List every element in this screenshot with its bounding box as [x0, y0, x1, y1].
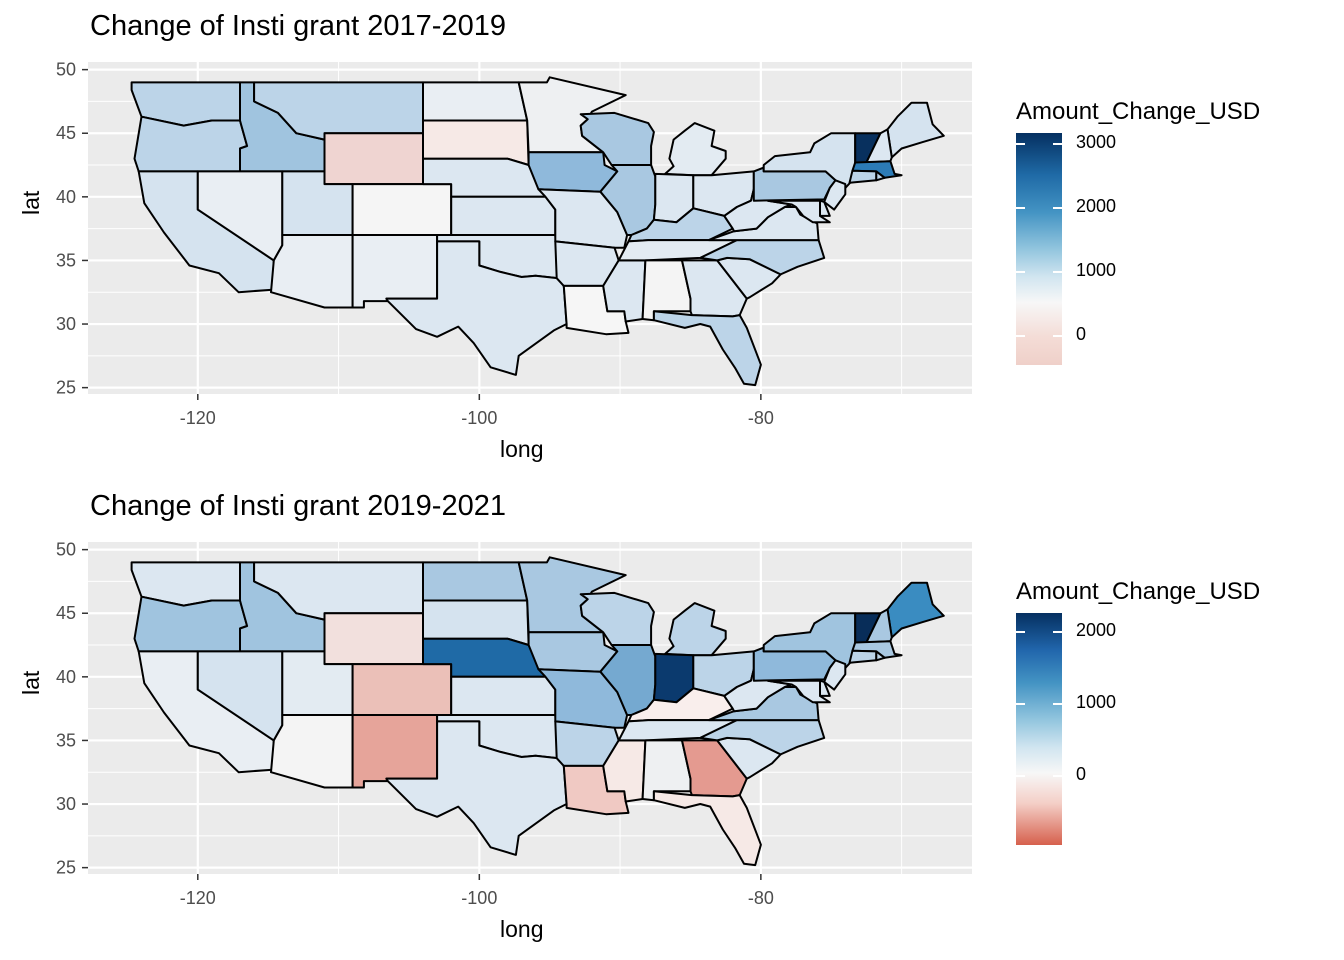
legend-tick-mark — [1053, 207, 1062, 209]
legend-tick-mark — [1053, 631, 1062, 633]
state-me — [886, 581, 945, 639]
state-az — [270, 714, 354, 789]
state-wy — [323, 132, 424, 186]
legend-title: Amount_Change_USD — [1016, 578, 1261, 605]
state-co — [351, 663, 453, 716]
state-fl — [652, 310, 762, 387]
state-tx — [385, 720, 568, 856]
state-wv — [723, 188, 793, 233]
panel-title: Change of Insti grant 2017-2019 — [90, 10, 506, 42]
legend-tick-label: 0 — [1076, 764, 1087, 784]
state-de — [819, 199, 831, 217]
state-ct — [848, 649, 878, 664]
state-ia — [527, 631, 619, 673]
legend-tick-label: 2000 — [1076, 196, 1117, 216]
x-axis-title: long — [500, 436, 544, 462]
state-fl — [652, 790, 762, 867]
y-tick-label: 30 — [56, 794, 76, 814]
y-tick-label: 50 — [56, 540, 76, 560]
state-wy — [323, 612, 424, 666]
state-ks — [450, 195, 557, 236]
state-or — [133, 115, 249, 173]
legend-tick-mark — [1053, 703, 1062, 705]
state-mi — [664, 122, 727, 177]
state-ia — [527, 151, 619, 193]
y-tick-label: 25 — [56, 378, 76, 398]
x-tick-label: -120 — [180, 888, 216, 908]
panel-title: Change of Insti grant 2019-2021 — [90, 490, 506, 522]
legend-tick-mark — [1053, 775, 1062, 777]
map-panel-1: Change of Insti grant 2017-2019 -120 -100… — [18, 10, 1261, 462]
y-tick-label: 25 — [56, 858, 76, 878]
y-tick-label: 35 — [56, 730, 76, 750]
state-ri — [875, 170, 886, 182]
state-or — [133, 595, 249, 653]
legend-colorbar — [1016, 613, 1062, 845]
state-nm — [351, 234, 439, 309]
state-ri — [875, 650, 886, 662]
state-ct — [848, 169, 878, 184]
y-tick-label: 45 — [56, 123, 76, 143]
y-tick-label: 50 — [56, 60, 76, 80]
legend-tick-mark — [1053, 271, 1062, 273]
x-tick-label: -120 — [180, 408, 216, 428]
state-nh — [865, 608, 893, 644]
map-canvas: -120 -100 -80 25 30 35 40 45 50 — [56, 60, 972, 428]
y-axis-title: lat — [18, 190, 44, 215]
legend-tick-label: 2000 — [1076, 620, 1117, 640]
y-tick-label: 40 — [56, 667, 76, 687]
legend-tick-label: 1000 — [1076, 260, 1117, 280]
legend-tick-mark — [1016, 143, 1025, 145]
x-tick-label: -80 — [748, 408, 774, 428]
state-pa — [752, 646, 837, 682]
state-de — [819, 679, 831, 697]
legend-tick-mark — [1053, 143, 1062, 145]
legend-tick-mark — [1016, 271, 1025, 273]
map-panel-2: Change of Insti grant 2019-2021 -120 -100… — [0, 480, 1344, 960]
state-me — [886, 101, 945, 159]
state-nm — [351, 714, 439, 789]
state-tx — [385, 240, 568, 376]
state-nd — [422, 561, 529, 602]
state-co — [351, 183, 453, 236]
y-tick-label: 40 — [56, 187, 76, 207]
x-tick-label: -100 — [461, 408, 497, 428]
legend-tick-mark — [1016, 775, 1025, 777]
y-tick-label: 35 — [56, 250, 76, 270]
legend-tick-mark — [1016, 207, 1025, 209]
legend-title: Amount_Change_USD — [1016, 98, 1261, 125]
x-axis-title: long — [500, 916, 544, 942]
y-axis-title: lat — [18, 670, 44, 695]
state-pa — [752, 166, 837, 202]
legend-tick-mark — [1053, 335, 1062, 337]
map-canvas: -120 -100 -80 25 30 35 40 45 50 — [56, 540, 972, 908]
legend-tick-mark — [1016, 335, 1025, 337]
legend-tick-label: 3000 — [1076, 132, 1117, 152]
state-az — [270, 234, 354, 309]
y-tick-label: 45 — [56, 603, 76, 623]
legend-tick-label: 1000 — [1076, 692, 1117, 712]
legend-tick-mark — [1016, 703, 1025, 705]
state-nh — [865, 128, 893, 164]
state-nd — [422, 81, 529, 122]
legend-tick-mark — [1016, 631, 1025, 633]
y-tick-label: 30 — [56, 314, 76, 334]
state-mi — [664, 602, 727, 657]
state-wv — [723, 668, 793, 713]
state-ks — [450, 675, 557, 716]
x-tick-label: -80 — [748, 888, 774, 908]
x-tick-label: -100 — [461, 888, 497, 908]
legend-tick-label: 0 — [1076, 324, 1087, 344]
legend-colorbar — [1016, 133, 1062, 365]
